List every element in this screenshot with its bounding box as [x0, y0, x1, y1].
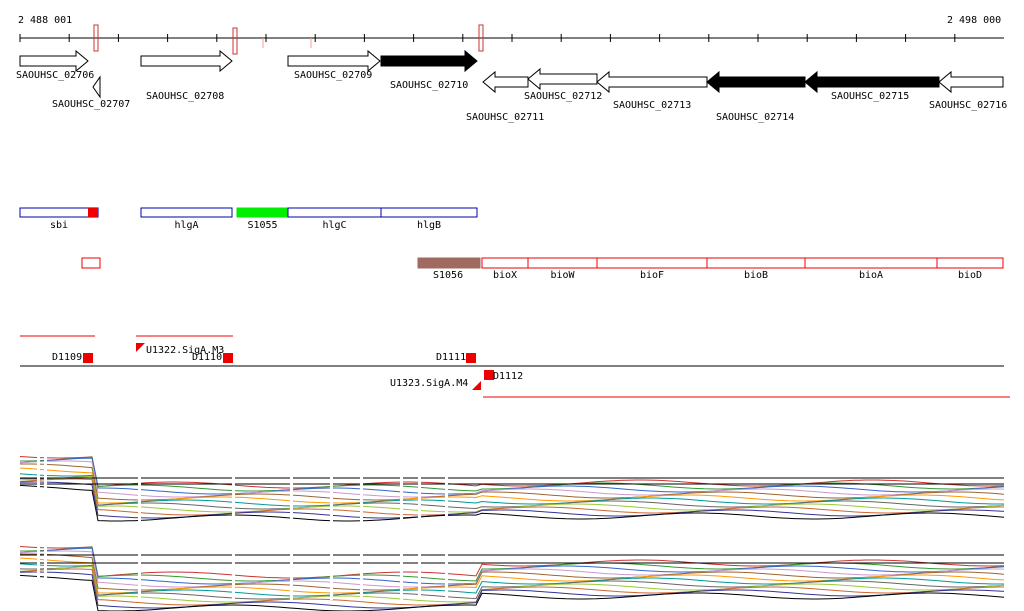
- feature-label: bioX: [493, 270, 517, 281]
- gap: [44, 450, 47, 600]
- transcript-label: D1111: [436, 352, 466, 363]
- expression-trace: [19, 484, 1005, 522]
- gene-label: SAOUHSC_02715: [831, 91, 909, 102]
- gene-arrow: [938, 70, 1004, 94]
- feature-label: bioB: [744, 270, 768, 281]
- feature-label: hlgA: [174, 220, 198, 231]
- gene-arrow: [596, 70, 708, 94]
- feature-label: sbi: [50, 220, 68, 231]
- expression-trace: [19, 550, 1005, 588]
- feature-label: bioW: [550, 270, 575, 281]
- gene-arrow: [380, 49, 478, 73]
- gene-label: SAOUHSC_02716: [929, 100, 1007, 111]
- gap: [138, 450, 141, 600]
- feature-box: [804, 257, 938, 269]
- gap: [37, 450, 40, 600]
- gene-label: SAOUHSC_02709: [294, 70, 372, 81]
- gene-arrow: [140, 49, 233, 73]
- expression-trace: [19, 565, 1005, 600]
- ruler-marker: [93, 24, 99, 52]
- expression-trace: [19, 568, 1004, 606]
- feature-box: [936, 257, 1004, 269]
- expression-trace: [19, 460, 1005, 498]
- feature-label: bioA: [859, 270, 883, 281]
- transcript-box: [484, 370, 494, 380]
- gap: [290, 450, 293, 600]
- gene-arrow: [19, 49, 89, 73]
- transcript-label: D1110: [192, 352, 222, 363]
- feature-box: [380, 207, 478, 218]
- feature-box: [706, 257, 806, 269]
- gene-label: SAOUHSC_02714: [716, 112, 794, 123]
- transcript-box: [466, 353, 476, 363]
- expression-trace: [19, 478, 1004, 516]
- feature-box: [481, 257, 529, 269]
- feature-label: S1055: [247, 220, 277, 231]
- expression-trace: [19, 475, 1005, 510]
- ruler-marker: [232, 27, 238, 55]
- feature-box: [19, 207, 99, 218]
- promoter-flag: [136, 343, 145, 352]
- gene-arrow: [287, 49, 381, 73]
- expression-trace: [19, 456, 1005, 489]
- feature-box: [236, 207, 289, 218]
- gene-label: SAOUHSC_02707: [52, 99, 130, 110]
- expression-trace: [19, 473, 1004, 507]
- transcript-box: [83, 353, 93, 363]
- feature-box: [417, 257, 481, 269]
- transcript-label: U1323.SigA.M4: [390, 378, 468, 389]
- transcript-label: D1112: [493, 371, 523, 382]
- feature-label: bioD: [958, 270, 982, 281]
- transcript-label: U1322.SigA.M3: [146, 345, 224, 356]
- gene-label: SAOUHSC_02706: [16, 70, 94, 81]
- expression-trace: [19, 546, 1005, 579]
- feature-marker: [88, 208, 98, 217]
- feature-label: hlgC: [322, 220, 346, 231]
- feature-box: [596, 257, 708, 269]
- gap: [232, 450, 235, 600]
- expression-trace: [19, 563, 1004, 597]
- gene-label: SAOUHSC_02710: [390, 80, 468, 91]
- transcript-label: D1109: [52, 352, 82, 363]
- gene-label: SAOUHSC_02711: [466, 112, 544, 123]
- gap: [330, 450, 333, 600]
- promoter-flag: [472, 381, 481, 390]
- gap: [418, 450, 421, 600]
- feature-label: S1056: [433, 270, 463, 281]
- gap: [445, 450, 448, 600]
- feature-box: [287, 207, 382, 218]
- gene-arrow: [804, 70, 940, 94]
- ruler-start: 2 488 001: [18, 15, 72, 26]
- gene-arrow: [92, 75, 101, 99]
- gene-arrow: [706, 70, 806, 94]
- feature-label: bioF: [640, 270, 664, 281]
- gap: [360, 450, 363, 600]
- ruler-end: 2 498 000: [947, 15, 1001, 26]
- feature-box: [140, 207, 233, 218]
- gene-label: SAOUHSC_02713: [613, 100, 691, 111]
- expression-trace: [19, 547, 1005, 585]
- gene-arrow: [482, 70, 529, 94]
- expression-trace: [19, 457, 1005, 495]
- gene-arrow: [527, 67, 598, 91]
- feature-label: hlgB: [417, 220, 441, 231]
- transcript-box: [223, 353, 233, 363]
- gap: [400, 450, 403, 600]
- feature-box: [81, 257, 101, 269]
- ruler-marker: [478, 24, 484, 52]
- gene-label: SAOUHSC_02712: [524, 91, 602, 102]
- expression-trace: [20, 546, 1005, 582]
- gene-label: SAOUHSC_02708: [146, 91, 224, 102]
- expression-trace: [19, 574, 1005, 611]
- feature-box: [527, 257, 598, 269]
